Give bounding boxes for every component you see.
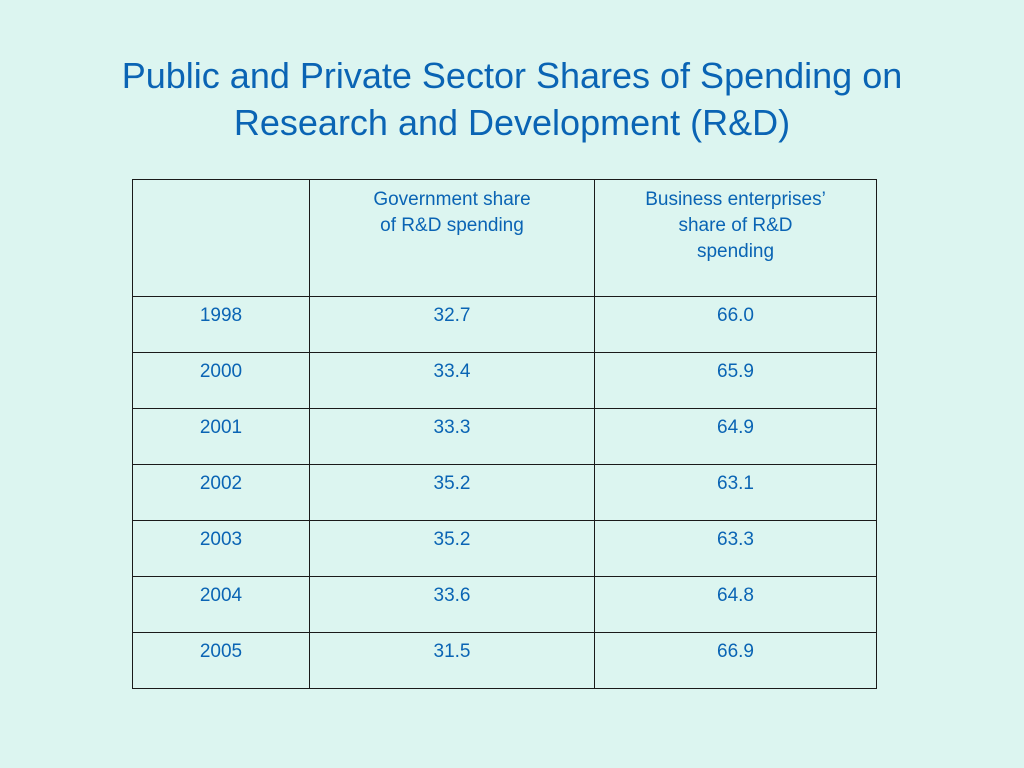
government-share-cell: 33.3 [309,408,595,465]
header-cell-business-share: Business enterprises’ share of R&D spend… [594,179,877,297]
year-cell: 2000 [132,352,310,409]
year-cell: 2001 [132,408,310,465]
header-text-line: Business enterprises’ [645,189,826,210]
government-share-cell: 31.5 [309,632,595,689]
header-cell-government-share: Government share of R&D spending [309,179,595,297]
table-header-row: Government share of R&D spending Busines… [132,179,877,297]
table-row: 2003 35.2 63.3 [132,520,877,577]
table-row: 2005 31.5 66.9 [132,632,877,689]
business-share-cell: 64.9 [594,408,877,465]
header-text-line: Government share [373,189,531,210]
government-share-cell: 35.2 [309,464,595,521]
business-share-cell: 63.1 [594,464,877,521]
year-cell: 2002 [132,464,310,521]
header-text-line: of R&D spending [380,215,524,236]
government-share-cell: 33.4 [309,352,595,409]
rd-spending-table: Government share of R&D spending Busines… [132,179,877,689]
slide-title: Public and Private Sector Shares of Spen… [40,52,984,146]
government-share-cell: 32.7 [309,296,595,353]
business-share-cell: 66.0 [594,296,877,353]
table-row: 2004 33.6 64.8 [132,576,877,633]
year-cell: 2005 [132,632,310,689]
slide-title-line-1: Public and Private Sector Shares of Spen… [121,55,903,96]
table-row: 2001 33.3 64.9 [132,408,877,465]
business-share-cell: 65.9 [594,352,877,409]
year-cell: 1998 [132,296,310,353]
year-cell: 2004 [132,576,310,633]
header-cell-year [132,179,310,297]
slide-title-line-2: Research and Development (R&D) [233,102,791,143]
table-row: 2002 35.2 63.1 [132,464,877,521]
table-row: 1998 32.7 66.0 [132,296,877,353]
year-cell: 2003 [132,520,310,577]
table-row: 2000 33.4 65.9 [132,352,877,409]
business-share-cell: 66.9 [594,632,877,689]
government-share-cell: 35.2 [309,520,595,577]
business-share-cell: 64.8 [594,576,877,633]
header-text-line: spending [696,241,775,262]
government-share-cell: 33.6 [309,576,595,633]
business-share-cell: 63.3 [594,520,877,577]
header-text-line: share of R&D [678,215,793,236]
